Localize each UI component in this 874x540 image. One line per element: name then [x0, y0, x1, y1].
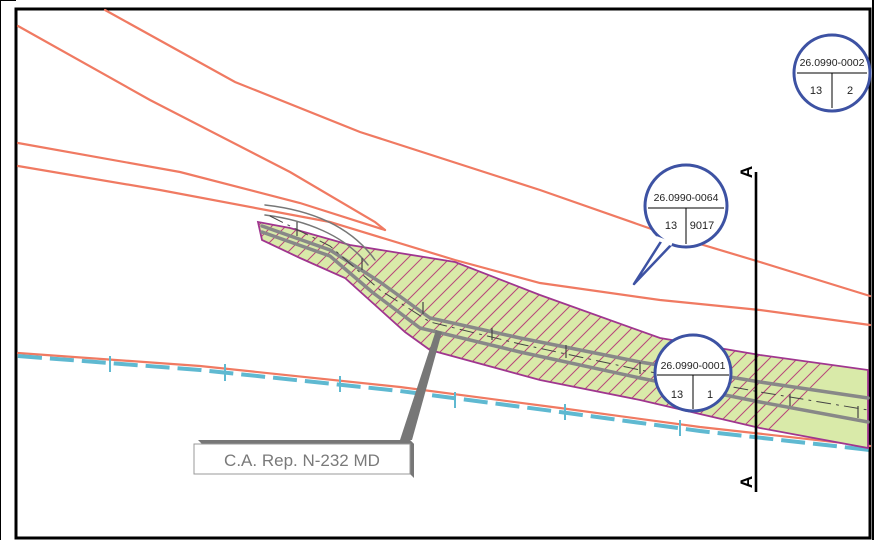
parcel-sheet: 13 — [665, 220, 677, 232]
parcel-ref: 26.0990-0002 — [800, 57, 865, 69]
road-label: C.A. Rep. N-232 MD — [224, 451, 380, 470]
boundary-line-5 — [16, 351, 872, 448]
parcel-number: 2 — [847, 85, 853, 97]
parcel-sheet: 13 — [810, 85, 822, 97]
road-lines — [260, 204, 870, 424]
road-centerline — [269, 215, 869, 411]
boundary-line-2 — [103, 8, 872, 298]
centerline-ticks — [296, 222, 859, 418]
axis-ticks — [109, 356, 681, 436]
road-label-callout: C.A. Rep. N-232 MD — [193, 330, 442, 478]
section-letter-bottom: A — [737, 476, 756, 488]
dashed-axis — [17, 354, 871, 452]
parcel-sheet: 13 — [671, 389, 683, 401]
boundary-line-3 — [16, 141, 387, 232]
road-edge-2 — [260, 230, 870, 424]
parcel-bubble-0001[interactable]: 26.0990-0001 13 1 — [653, 333, 733, 413]
parcel-ref: 26.0990-0064 — [654, 192, 719, 204]
section-line: A A — [737, 166, 758, 492]
boundary-lines — [16, 8, 872, 448]
parcel-bubble-0002[interactable]: 26.0990-0002 13 2 — [792, 33, 872, 113]
road-curve-1 — [264, 204, 376, 261]
occupation-area — [256, 220, 869, 450]
boundary-line-1 — [16, 24, 387, 232]
parcel-bubble-0064[interactable]: 26.0990-0064 13 9017 — [632, 163, 729, 286]
road-edge-1 — [260, 224, 870, 400]
map-frame — [14, 7, 872, 540]
road-curve-2 — [264, 214, 369, 266]
parcel-ref: 26.0990-0001 — [661, 360, 726, 372]
section-letter-top: A — [737, 166, 756, 178]
boundary-line-4 — [16, 164, 872, 327]
parcel-number: 9017 — [690, 220, 714, 232]
parcel-number: 1 — [707, 389, 713, 401]
